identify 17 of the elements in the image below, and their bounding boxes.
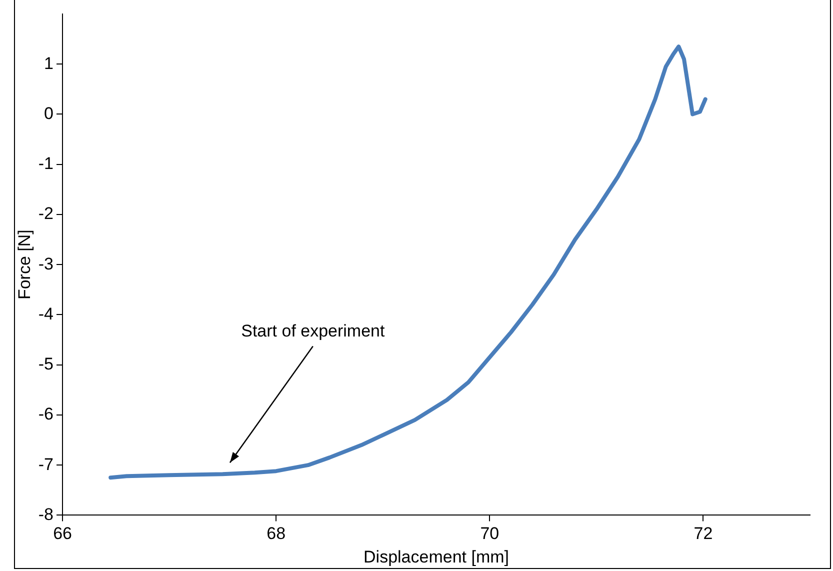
y-tick-label: -8 — [38, 504, 54, 524]
y-tick-label: -2 — [38, 204, 54, 224]
y-tick-label: -3 — [38, 254, 54, 274]
x-tick-label: 66 — [53, 524, 72, 544]
y-tick-label: -6 — [38, 404, 54, 424]
x-tick-label: 70 — [480, 524, 500, 544]
y-tick-label: -7 — [38, 454, 54, 474]
y-tick-label: -1 — [38, 154, 54, 174]
y-tick-label: -5 — [38, 354, 54, 374]
y-tick-label: -4 — [38, 304, 54, 324]
x-axis-title: Displacement [mm] — [364, 547, 509, 566]
y-tick-label: 0 — [44, 104, 54, 123]
x-tick-label: 72 — [694, 524, 713, 544]
y-tick-label: 1 — [44, 54, 54, 73]
annotation: Start of experiment — [241, 321, 386, 340]
y-axis-title: Force [N] — [14, 230, 34, 300]
x-tick-label: 68 — [266, 524, 286, 544]
